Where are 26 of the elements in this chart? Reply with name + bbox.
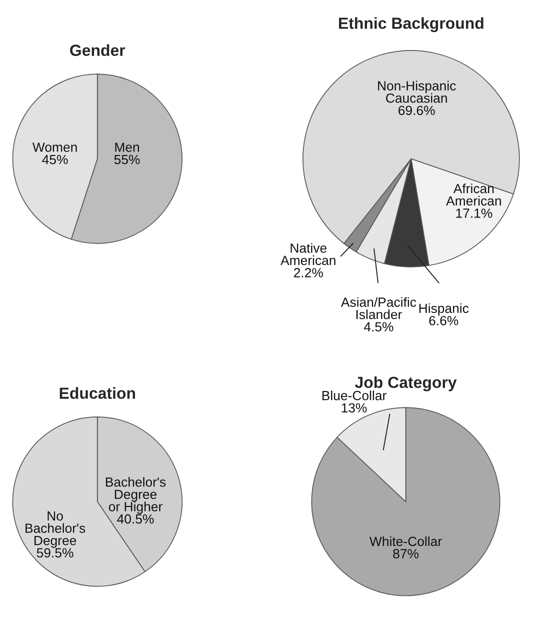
data-label: 40.5% — [117, 514, 154, 524]
slice-label: Asian/Pacific Islander — [340, 297, 416, 320]
chart-title: Job Category — [354, 376, 457, 392]
slice-label: African American — [446, 184, 501, 206]
data-label: 55% — [114, 154, 140, 164]
data-label: 13% — [342, 403, 367, 413]
chart-title: Education — [60, 387, 135, 399]
slice-label: Men — [115, 142, 139, 152]
data-label: 6.6% — [429, 316, 458, 326]
data-label: 87% — [393, 549, 418, 558]
slice-label: Blue-Collar — [322, 390, 386, 400]
slice-label: Native American — [280, 243, 336, 266]
slice-label: Bachelor's Degree or Higher — [106, 477, 166, 514]
slice-label: No Bachelor's Degree — [26, 511, 86, 548]
data-label: 2.2% — [294, 268, 323, 278]
data-label: 45% — [42, 154, 68, 164]
data-label: 59.5% — [36, 548, 74, 558]
chart-title: Gender — [70, 44, 126, 56]
data-label: 17.1% — [456, 208, 492, 218]
slice-label: Women — [32, 142, 77, 152]
data-label: 4.5% — [364, 322, 394, 332]
slice-label: White-Collar — [370, 536, 442, 546]
slice-label: Non-Hispanic Caucasian — [378, 80, 456, 103]
data-label: 69.6% — [398, 106, 435, 116]
slice-label: Hispanic — [419, 303, 469, 316]
chart-title: Ethnic Background — [339, 17, 484, 32]
